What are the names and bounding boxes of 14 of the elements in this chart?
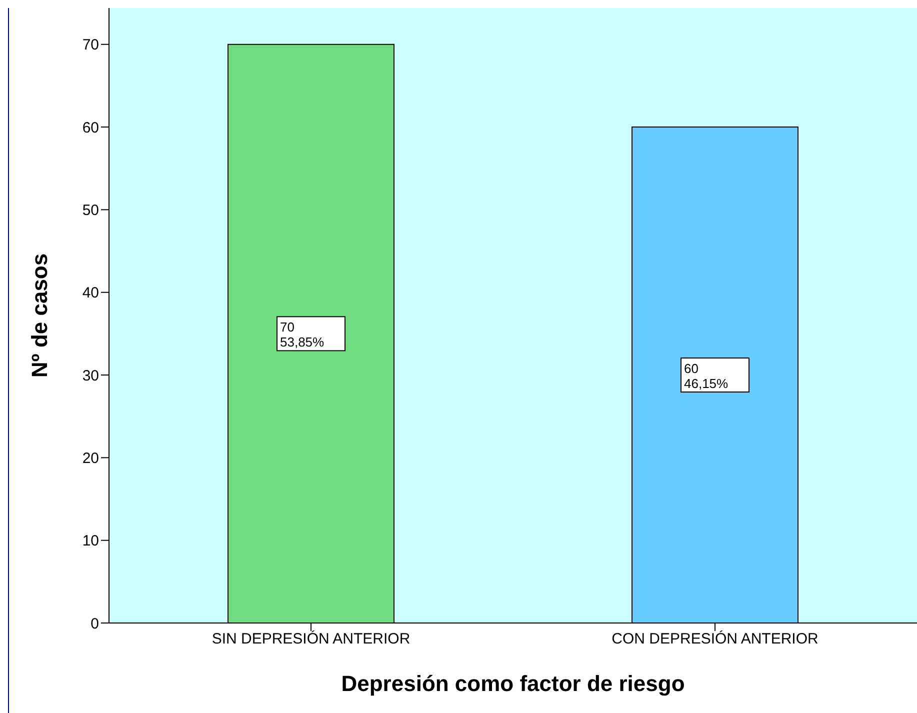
x-tick-label: CON DEPRESIÓN ANTERIOR	[612, 630, 819, 648]
data-label: 60 46,15%	[684, 361, 729, 392]
x-tick-label: SIN DEPRESIÓN ANTERIOR	[212, 630, 410, 648]
y-tick-label: 20	[82, 450, 99, 467]
y-axis-title: Nº de casos	[26, 253, 52, 378]
y-tick-label: 70	[82, 36, 99, 54]
y-tick-label: 50	[82, 202, 99, 220]
y-tick-label: 60	[82, 119, 99, 136]
x-axis-title: Depresión como factor de riesgo	[341, 671, 685, 696]
y-tick-label: 10	[82, 532, 99, 550]
data-label: 70 53,85%	[280, 320, 325, 350]
y-tick-label: 40	[82, 284, 99, 302]
y-tick-label: 0	[90, 615, 99, 632]
y-tick-label: 30	[82, 367, 99, 384]
